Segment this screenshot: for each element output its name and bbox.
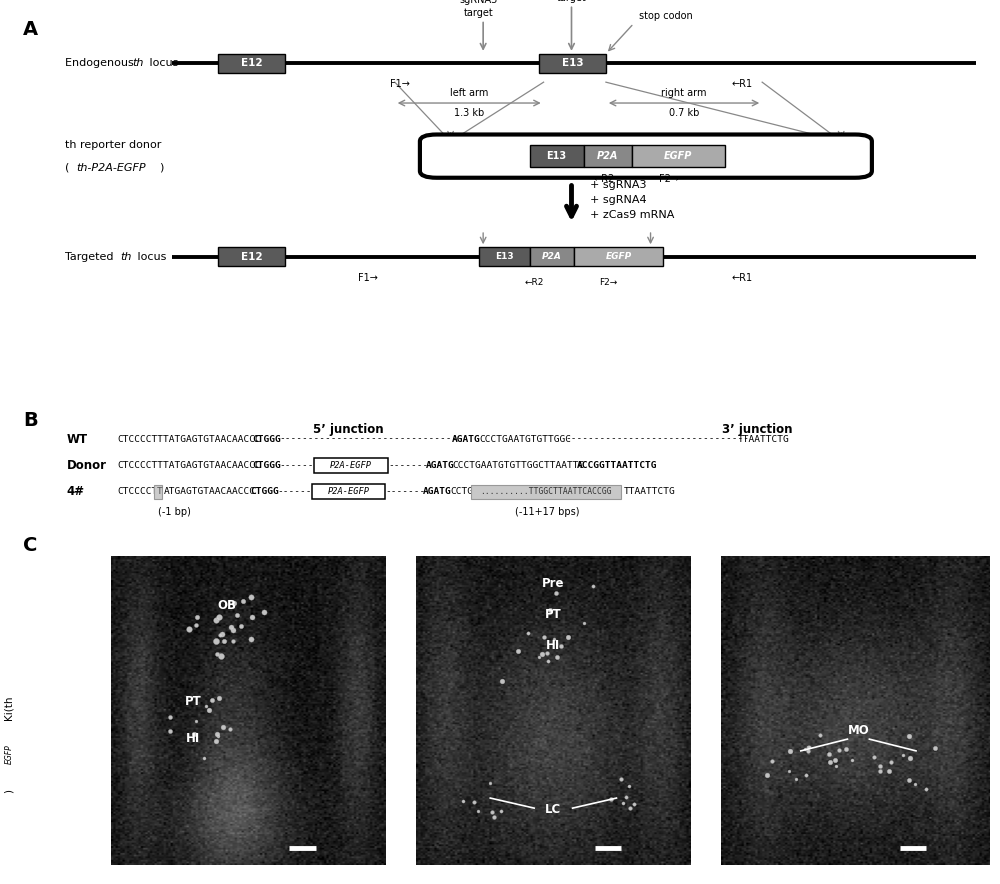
Text: --------------------------------: -------------------------------- [565,435,749,444]
Text: E12: E12 [241,58,262,68]
Text: locus: locus [146,58,178,68]
Text: Targeted: Targeted [65,252,117,262]
Text: 3’ junction: 3’ junction [722,423,793,436]
Text: Donor: Donor [67,459,107,472]
Text: AGATG: AGATG [423,487,452,496]
Text: CTCCCCTTTATGAGTGTAACAACCC: CTCCCCTTTATGAGTGTAACAACCC [118,461,261,470]
Text: CTGGG: CTGGG [253,435,281,444]
Text: sgRNA3
target: sgRNA3 target [459,0,498,18]
Text: sgRNA4
target: sgRNA4 target [552,0,591,3]
Text: th reporter donor: th reporter donor [65,140,161,149]
Text: P2A: P2A [542,252,562,261]
Text: OB: OB [217,598,236,612]
Text: C: C [23,537,37,555]
Bar [632,145,725,167]
Text: E12: E12 [241,252,262,262]
Text: P2A-EGFP: P2A-EGFP [328,487,370,496]
Text: Endogenous: Endogenous [65,58,137,68]
Text: Ki(th: Ki(th [4,695,14,720]
Bar [539,54,606,72]
Text: stop codon: stop codon [639,11,693,21]
Text: TTAATTCTG: TTAATTCTG [738,435,790,444]
Text: th: th [120,252,132,262]
Text: EGFP: EGFP [605,252,632,261]
Text: MO: MO [848,724,869,737]
Text: CCCTGAATGTGTTGGC: CCCTGAATGTGTTGGC [479,435,571,444]
Bar [574,248,663,266]
Text: ): ) [159,163,163,172]
Text: CTCCCCT: CTCCCCT [118,487,158,496]
Text: EGFP: EGFP [4,744,13,765]
Text: F2→: F2→ [600,278,618,286]
Text: HI: HI [546,639,560,652]
Text: th: th [133,58,144,68]
FancyBboxPatch shape [420,134,872,178]
Text: E13: E13 [562,58,583,68]
Bar [218,248,285,266]
Text: P2A-EGFP: P2A-EGFP [330,461,372,470]
Text: F1→: F1→ [390,80,410,89]
Text: EGFP: EGFP [664,151,693,161]
Text: 5’ junction: 5’ junction [313,423,384,436]
Bar [584,145,632,167]
Bar [530,248,574,266]
Text: ←R2: ←R2 [593,174,615,185]
Text: CCTG: CCTG [450,487,473,496]
Text: ←R2: ←R2 [525,278,544,286]
FancyBboxPatch shape [312,484,385,499]
Text: ←R1: ←R1 [732,80,753,89]
Bar [530,145,584,167]
Text: ): ) [4,789,14,793]
Text: F1→: F1→ [358,272,377,283]
Text: 1.3 kb: 1.3 kb [454,108,484,118]
Text: ACCGGTTAATTCTG: ACCGGTTAATTCTG [577,461,657,470]
Text: P2A: P2A [597,151,618,161]
Text: A: A [23,19,38,39]
Text: 4#: 4# [67,485,85,499]
Text: (-1 bp): (-1 bp) [158,507,191,516]
Bar [479,248,530,266]
Bar [218,54,285,72]
Text: -------: ------- [277,487,317,496]
Text: ..........TTGGCTTAATTCACCGG: ..........TTGGCTTAATTCACCGG [480,487,612,496]
Text: F2→: F2→ [659,174,679,185]
Text: E13: E13 [495,252,513,261]
Text: AGATG: AGATG [452,435,481,444]
Text: PT: PT [545,608,562,621]
Text: Pre: Pre [542,577,565,591]
Text: CCCTGAATGTGTTGGCTTAATTC: CCCTGAATGTGTTGGCTTAATTC [453,461,585,470]
FancyBboxPatch shape [314,458,388,473]
Text: ←R1: ←R1 [732,272,753,283]
Text: TTAATTCTG: TTAATTCTG [624,487,676,496]
Text: --------------------------------: -------------------------------- [279,435,463,444]
Bar [154,485,162,499]
Text: E13: E13 [547,151,567,161]
Bar [471,485,621,499]
Text: th-P2A-EGFP: th-P2A-EGFP [77,163,146,172]
Text: (: ( [65,163,69,172]
Text: + sgRNA3
+ sgRNA4
+ zCas9 mRNA: + sgRNA3 + sgRNA4 + zCas9 mRNA [590,180,674,219]
Text: CTGGG: CTGGG [250,487,279,496]
Text: ATGAGTGTAACAACCC: ATGAGTGTAACAACCC [164,487,256,496]
Text: HI: HI [186,732,201,744]
Text: -------: ------- [385,487,426,496]
Text: (-11+17 bps): (-11+17 bps) [515,507,579,516]
Text: WT: WT [67,432,88,446]
Text: PT: PT [185,695,202,707]
Text: -------: ------- [279,461,320,470]
Text: B: B [23,411,38,430]
Text: CTGGG: CTGGG [253,461,281,470]
Text: AGATG: AGATG [426,461,454,470]
Text: right arm: right arm [661,88,707,98]
Text: LC: LC [545,804,561,816]
Text: CTCCCCTTTATGAGTGTAACAACCC: CTCCCCTTTATGAGTGTAACAACCC [118,435,261,444]
Text: locus: locus [134,252,166,262]
Text: -------: ------- [388,461,428,470]
Text: T: T [156,487,162,496]
Text: left arm: left arm [450,88,488,98]
Text: 0.7 kb: 0.7 kb [669,108,699,118]
